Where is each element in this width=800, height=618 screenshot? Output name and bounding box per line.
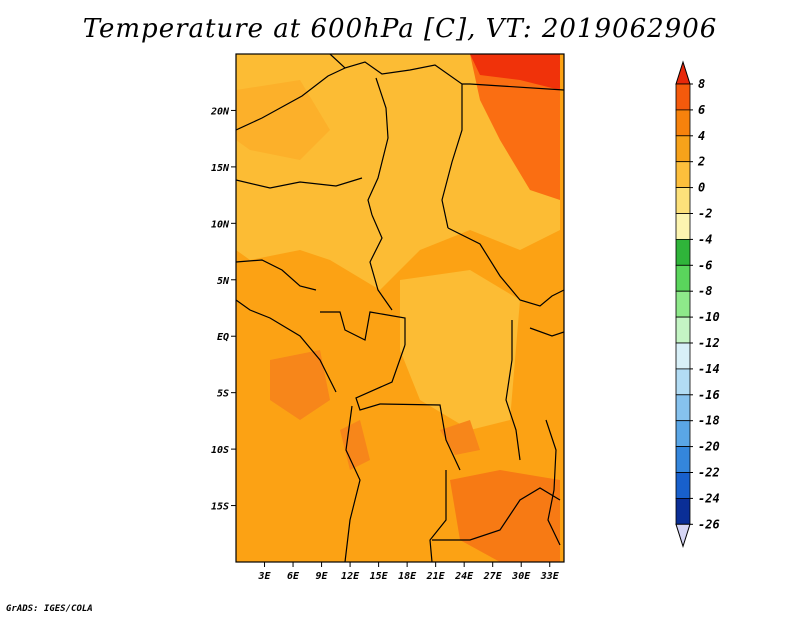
border-malawi-mozambique [545,419,561,546]
border-mali-niger [236,67,346,131]
colorbar-box-13 [675,420,691,448]
border-angola-coast [344,405,361,562]
colorbar-box-5 [675,213,691,240]
field-ne-hot [470,54,560,90]
colorbar-box-16 [675,497,691,525]
x-tick-label: 6E [287,571,300,582]
colorbar-box-0 [675,83,691,111]
x-tick-label: 12E [341,571,360,582]
colorbar-label: -20 [698,440,720,454]
colorbar-label: 0 [698,181,705,195]
colorbar-label: -2 [698,207,712,221]
colorbar-extend-bottom [675,523,691,548]
border-egypt-sudan [462,83,564,91]
x-tick-label: 9E [316,571,329,582]
colorbar-label: -4 [698,232,712,246]
colorbar-box-12 [675,394,691,422]
border-nigeria-cameroon-car [369,214,393,311]
border-drc-angola [355,344,461,471]
border-niger-chad [367,77,389,216]
colorbar-label: -24 [698,491,720,505]
colorbar-label: -18 [698,414,720,428]
field-nw-patch [236,80,330,160]
colorbar-box-1 [675,109,691,137]
colorbar-label: 6 [698,103,705,117]
colorbar-label: 4 [698,129,705,143]
colorbar-box-14 [675,446,691,473]
border-libya-egypt [329,54,463,100]
x-tick-label: 24E [454,571,474,582]
y-tick-label: 20N [210,106,230,117]
field-ne-warm [470,54,560,200]
border-zambia-zimbabwe [432,487,561,541]
border-angola-zambia [429,470,447,562]
border-coast-lower [236,299,337,393]
colorbar-box-8 [675,290,691,318]
colorbar-label: -16 [698,388,720,402]
colorbar-label: -26 [698,517,720,531]
x-tick-label: 21E [426,571,446,582]
colorbar-label: 8 [698,77,705,91]
chart-title: Temperature at 600hPa [C], VT: 201906290… [82,14,718,44]
colorbar-extend-top [675,60,691,85]
y-tick-label: 5S [217,389,229,400]
border-niger-nigeria [236,177,363,189]
x-tick-label: 3E [257,571,271,582]
colorbar-label: -22 [698,466,720,480]
colorbar-box-9 [675,316,691,344]
border-uganda-kenya [529,327,564,337]
y-tick-label: 15N [211,163,230,174]
field-congo-light [400,270,520,430]
field-central-warm [440,420,480,455]
temperature-field [236,54,564,562]
border-gabon-congo [320,311,406,345]
x-tick-label: 33E [540,571,560,582]
colorbar-label: -14 [698,362,720,376]
y-tick-label: EQ [217,332,229,343]
colorbar-label: -10 [698,310,720,324]
x-axis: 3E 6E 9E 12E 15E 18E 21E 24E 27E 30E 33E [257,562,560,582]
x-tick-label: 18E [398,571,417,582]
border-car-south-sudan [447,227,564,307]
colorbar-label: -8 [698,284,712,298]
colorbar-box-3 [675,161,691,188]
colorbar-label: 2 [697,155,705,169]
x-tick-label: 27E [483,571,503,582]
y-tick-label: 10S [211,445,229,456]
x-tick-label: 30E [511,571,531,582]
y-tick-label: 15S [211,502,229,513]
colorbar-box-10 [675,342,691,370]
map-frame [235,53,565,563]
colorbar: 8 6 4 2 0 -2 -4 -6 -8 -10 -12 -14 -16 -18 -20 -22 -24 -26 [675,60,720,548]
border-chad-sudan [441,100,463,229]
colorbar-label: -12 [698,336,720,350]
colorbar-label: -6 [698,258,712,272]
colorbar-box-6 [675,238,691,266]
colorbar-box-4 [675,187,691,214]
colorbar-box-2 [675,135,691,163]
field-coast-warm-2 [340,420,370,470]
colorbar-box-7 [675,264,691,292]
y-axis: 20N 15N 10N 5N EQ 5S 10S 15S [210,106,236,513]
border-great-lakes [505,320,521,461]
country-borders [236,54,564,562]
x-tick-label: 15E [370,571,389,582]
y-tick-label: 10N [211,219,230,230]
grads-credit: GrADS: IGES/COLA [6,604,93,614]
colorbar-box-15 [675,472,691,499]
border-coast-gulf [236,259,317,291]
field-coast-warm-1 [270,350,330,420]
colorbar-box-11 [675,368,691,396]
y-tick-label: 5N [217,276,230,287]
